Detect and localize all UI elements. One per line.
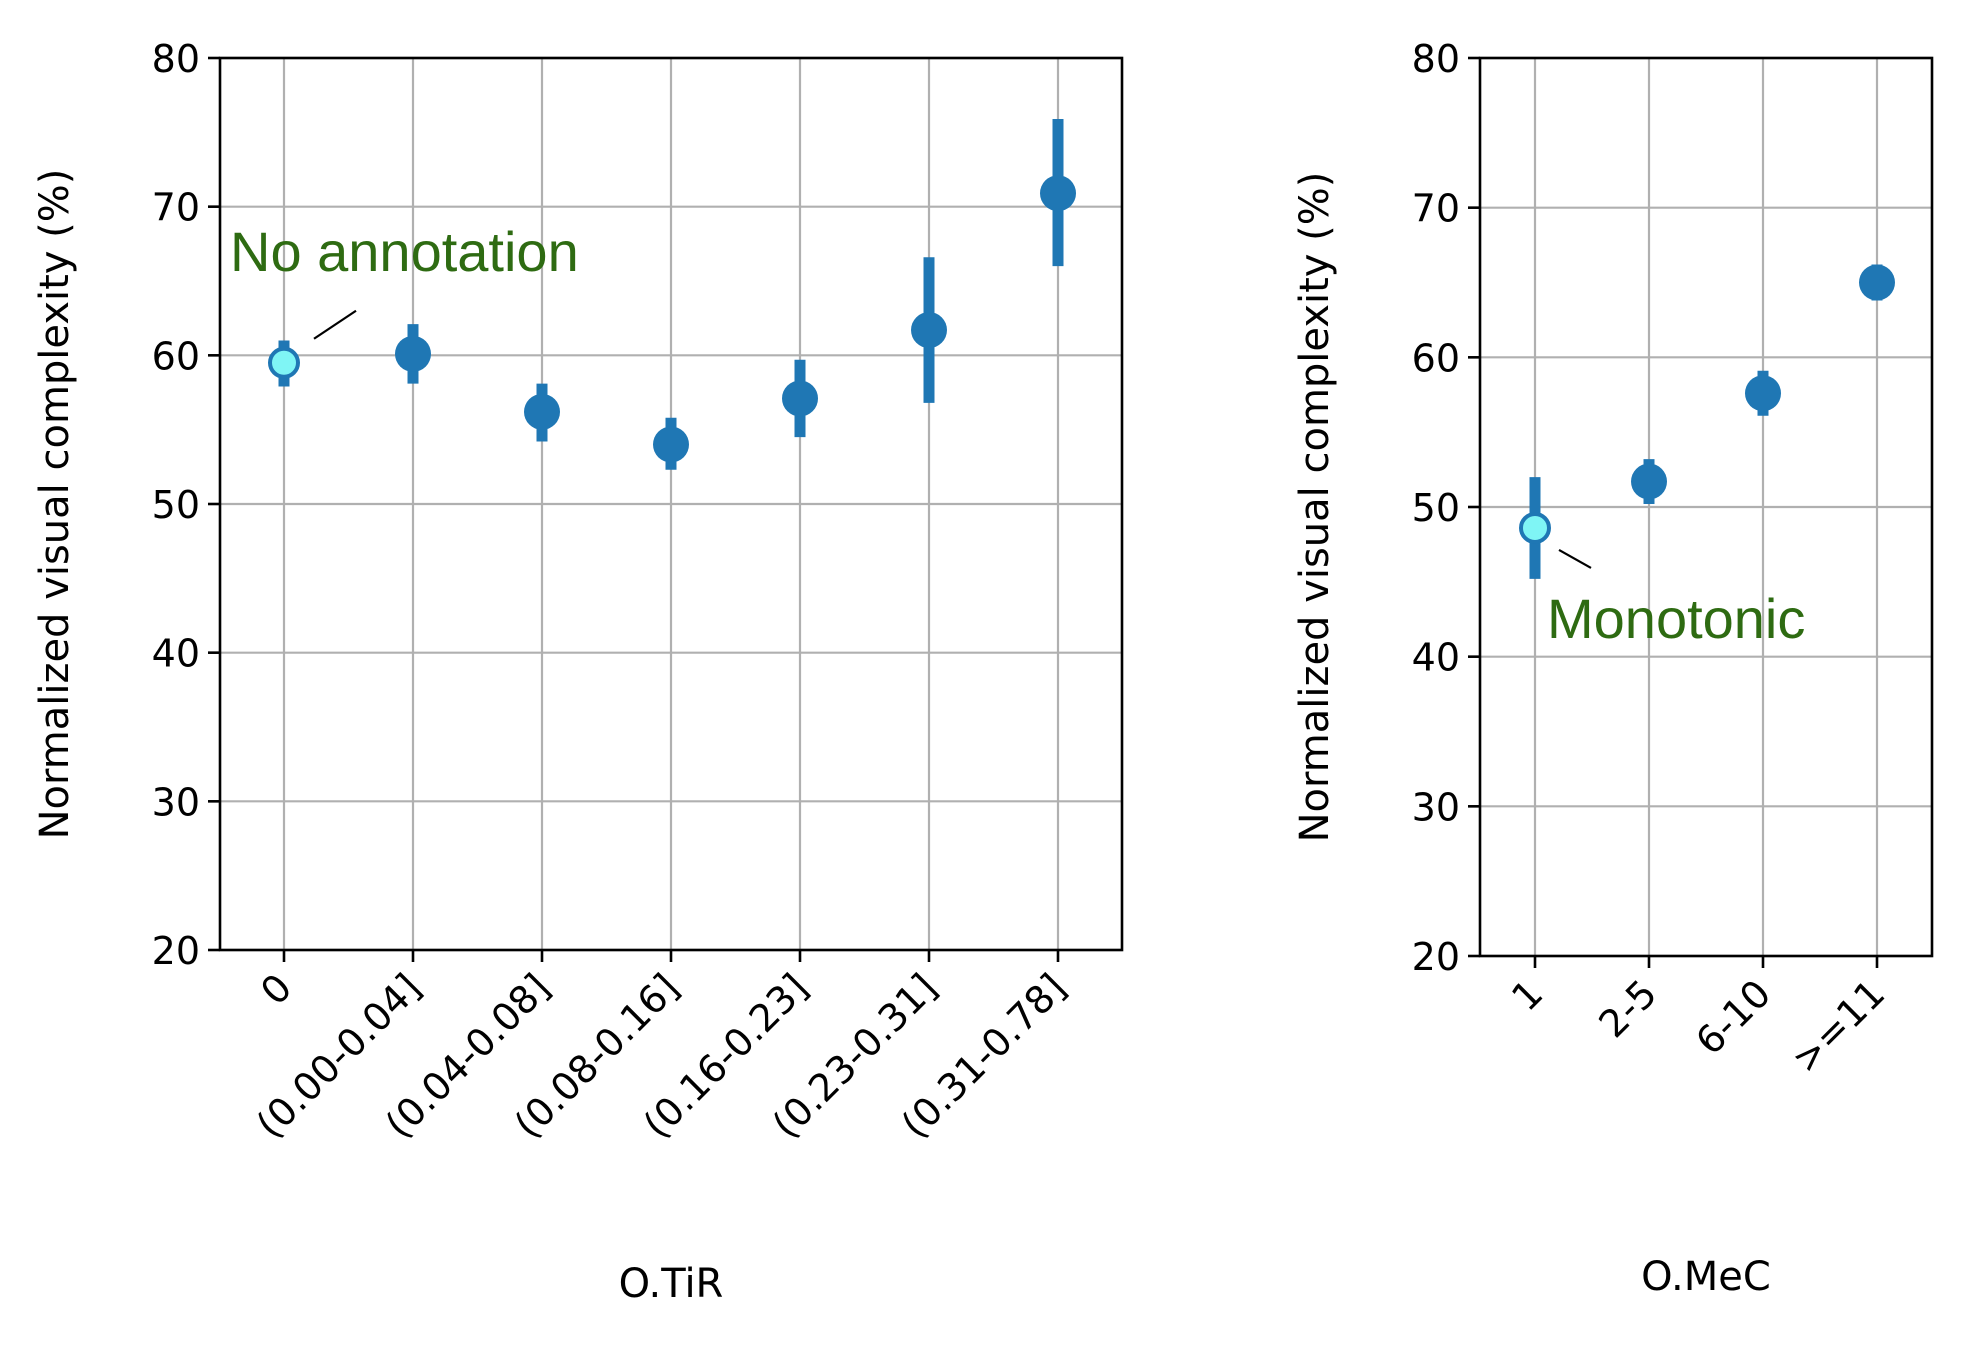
chart-panel-omec: 20 30 40 50 60 70 80 1 2-5 6-10 >=11 Monotonic Norma… [1292,37,1934,1300]
data-point [1859,264,1895,301]
annotation-label: No annotation [230,220,579,283]
axes-frame [218,56,1124,952]
axes-frame [1478,56,1934,958]
y-tick-label: 80 [152,37,200,81]
annotation-leader-line [313,309,357,340]
x-tick-label: 6-10 [1687,971,1779,1063]
y-tick-label: 60 [152,334,200,378]
annotation-leader-line [1558,548,1592,569]
y-tick-label: 40 [1412,636,1460,680]
y-tick-label: 70 [1412,187,1460,231]
data-point [911,312,947,349]
y-tick-label: 50 [152,483,200,527]
y-tick-label: 60 [1412,336,1460,380]
y-axis-label: Normalized visual complexity (%) [32,169,78,840]
annotation-label: Monotonic [1547,587,1805,650]
y-tick-label: 20 [1412,935,1460,979]
highlighted-data-point [1519,511,1551,544]
x-tick-label: 2-5 [1590,971,1665,1046]
y-tick-label: 50 [1412,486,1460,530]
y-tick-label: 30 [1412,785,1460,829]
data-point [395,335,431,372]
y-tick-label: 70 [152,186,200,230]
x-tick-label: 0 [252,965,300,1013]
y-tick-label: 30 [152,780,200,824]
y-tick-label: 80 [1412,37,1460,81]
data-point [524,393,560,430]
x-tick-label: >=11 [1783,971,1893,1081]
x-tick-label: 1 [1503,971,1551,1019]
x-axis-label: O.MeC [1641,1254,1771,1300]
highlighted-data-point [268,346,300,379]
y-tick-label: 40 [152,632,200,676]
chart-panel-otir: 203040506070800(0.00-0.04](0.04-0.08](0.… [32,37,1124,1307]
data-point [1040,175,1076,212]
data-point [782,380,818,417]
data-point [1631,463,1667,500]
data-point [1745,375,1781,412]
data-point [653,426,689,463]
y-axis-label: Normalized visual complexity (%) [1292,172,1338,843]
x-axis-label: O.TiR [619,1261,724,1307]
y-tick-label: 20 [152,929,200,973]
